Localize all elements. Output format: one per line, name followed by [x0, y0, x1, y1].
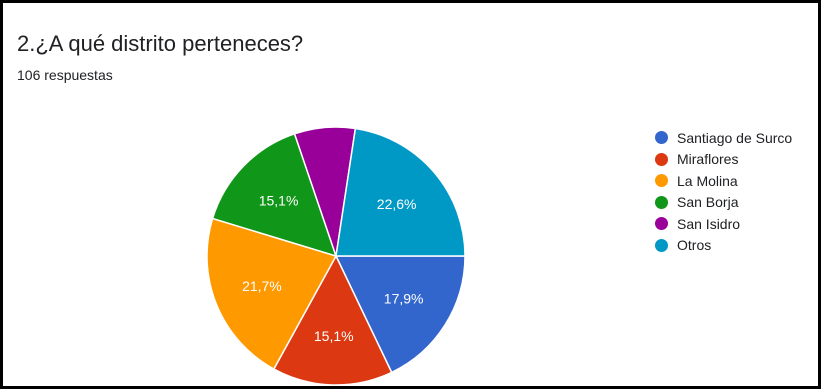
legend-label: Miraflores: [677, 151, 739, 168]
chart-legend: Santiago de Surco Miraflores La Molina San …: [655, 127, 792, 256]
slice-data-label: 21,7%: [242, 278, 282, 294]
legend-item[interactable]: Santiago de Surco: [655, 127, 792, 149]
legend-color-swatch: [655, 174, 668, 188]
pie-slice-otros[interactable]: [335, 127, 466, 257]
pie-slice-miraflores[interactable]: [272, 254, 393, 386]
legend-color-swatch: [655, 217, 668, 231]
slice-data-label: 15,1%: [314, 328, 354, 344]
legend-item[interactable]: San Isidro: [655, 213, 792, 235]
pie-slice-san-borja[interactable]: [211, 132, 338, 258]
pie-slice-la-molina[interactable]: [206, 217, 338, 371]
legend-label: La Molina: [677, 172, 738, 189]
legend-item[interactable]: Otros: [655, 235, 792, 257]
slice-data-label: 22,6%: [377, 196, 417, 212]
legend-color-swatch: [655, 131, 668, 145]
chart-title: 2.¿A qué distrito perteneces?: [17, 31, 304, 56]
legend-color-swatch: [655, 195, 668, 209]
slice-data-label: 15,1%: [259, 192, 299, 208]
legend-item[interactable]: San Borja: [655, 192, 792, 214]
pie-slice-santiago-de-surco[interactable]: [334, 255, 466, 374]
legend-label: San Isidro: [677, 215, 741, 232]
slice-data-label: 17,9%: [384, 291, 424, 307]
legend-label: San Borja: [677, 194, 739, 211]
legend-color-swatch: [655, 152, 668, 166]
response-count: 106 respuestas: [17, 67, 113, 83]
pie-chart: 17,9% 15,1% 21,7% 15,1% 22,6%: [206, 126, 466, 386]
legend-label: Santiago de Surco: [677, 129, 793, 146]
legend-label: Otros: [677, 237, 712, 254]
legend-color-swatch: [655, 238, 668, 252]
legend-item[interactable]: Miraflores: [655, 149, 792, 171]
legend-item[interactable]: La Molina: [655, 170, 792, 192]
